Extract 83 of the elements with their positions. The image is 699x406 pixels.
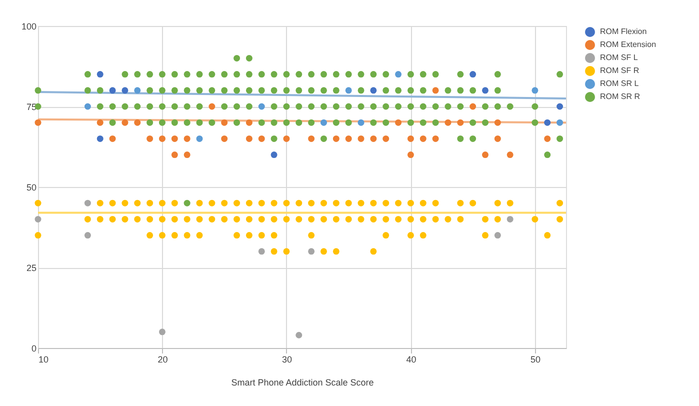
point (358, 135, 364, 142)
point (345, 135, 352, 142)
point (158, 135, 166, 142)
point (506, 152, 514, 158)
point (494, 119, 501, 126)
point (470, 71, 476, 78)
point (482, 152, 488, 158)
point (134, 119, 141, 126)
legend-label: ROM SR R (600, 92, 640, 101)
point (470, 103, 476, 110)
point (556, 103, 564, 110)
point (556, 119, 564, 126)
point (208, 103, 216, 110)
point (395, 119, 402, 126)
point (382, 135, 390, 142)
point (184, 135, 190, 142)
point (246, 135, 252, 142)
point (221, 135, 228, 142)
point (544, 119, 551, 126)
legend-label: ROM SF R (600, 66, 640, 75)
point (506, 216, 514, 222)
point (544, 135, 551, 142)
point (84, 232, 91, 239)
point (270, 152, 278, 158)
point (407, 152, 414, 158)
point (494, 135, 501, 142)
legend-label: ROM Flexion (600, 27, 647, 36)
y-tick-label: 100 (21, 22, 36, 32)
x-tick-label: 20 (158, 354, 168, 364)
point (494, 232, 501, 239)
point (171, 152, 178, 158)
point (296, 332, 302, 338)
point (432, 135, 439, 142)
x-tick-label: 10 (38, 354, 49, 364)
point (283, 135, 290, 142)
point (345, 87, 352, 94)
y-tick-label: 25 (26, 263, 36, 273)
point (308, 135, 315, 142)
point (432, 87, 439, 94)
point (358, 119, 364, 126)
point (84, 200, 91, 206)
point (109, 135, 116, 142)
point (320, 119, 327, 126)
legend-label: ROM Extension (600, 40, 656, 49)
x-tick-label: 50 (530, 354, 540, 364)
point (146, 135, 154, 142)
point (134, 87, 141, 94)
point (258, 103, 265, 110)
legend-label: ROM SF L (600, 53, 638, 62)
point (84, 103, 91, 110)
point (258, 248, 265, 255)
point (407, 135, 414, 142)
point (395, 71, 402, 78)
point (34, 216, 42, 222)
point (109, 87, 116, 94)
point (96, 135, 104, 142)
legend-label: ROM SR L (600, 79, 640, 88)
point (96, 119, 104, 126)
point (532, 87, 538, 94)
point (122, 87, 128, 94)
point (34, 119, 42, 126)
x-axis-title: Smart Phone Addiction Scale Score (231, 378, 374, 388)
point (444, 119, 452, 126)
point (308, 248, 315, 255)
point (258, 135, 265, 142)
point (420, 135, 426, 142)
point (370, 87, 377, 94)
point (184, 152, 190, 158)
point (96, 71, 104, 78)
point (196, 135, 203, 142)
point (482, 87, 488, 94)
y-tick-label: 50 (26, 182, 36, 192)
point (246, 119, 252, 126)
x-tick-label: 30 (282, 354, 292, 364)
y-tick-label: 0 (31, 344, 36, 354)
point (221, 119, 228, 126)
point (457, 119, 464, 126)
point (370, 135, 377, 142)
x-tick-label: 40 (406, 354, 416, 364)
point (158, 328, 166, 336)
point (332, 135, 340, 142)
point (122, 119, 128, 126)
point (171, 135, 178, 142)
